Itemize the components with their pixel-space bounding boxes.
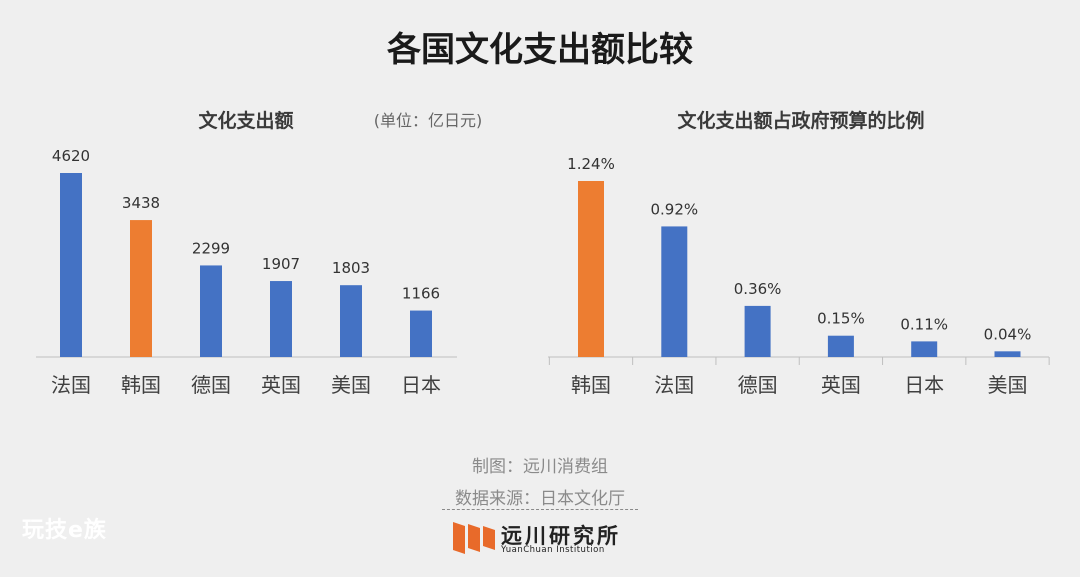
category-label: 韩国 (121, 373, 161, 397)
watermark: 玩技e族 (22, 518, 107, 543)
value-label: 0.36% (734, 280, 782, 298)
footer-maker: 制图：远川消费组 (472, 457, 608, 477)
category-label: 日本 (904, 373, 944, 397)
value-label: 4620 (52, 147, 90, 165)
category-label: 日本 (401, 373, 441, 397)
value-label: 3438 (122, 194, 160, 212)
value-label: 1907 (262, 255, 300, 273)
chart-culture-spending: 文化支出额 (单位：亿日元) 4620 法国 3438 韩国 2299 德国 1907 英国 1… (36, 109, 482, 397)
category-label: 德国 (738, 373, 778, 397)
logo-en-text: YuanChuan Institution (501, 545, 605, 555)
bar-2 (130, 220, 152, 357)
chart-culture-budget-ratio: 文化支出额占政府预算的比例 1.24% 韩国 0.92% 法国 0.36% 德国 0.15%… (548, 109, 1050, 397)
unit-label-left: (单位：亿日元) (374, 111, 483, 130)
category-label: 法国 (654, 373, 694, 397)
footer-source: 数据来源：日本文化厅 (455, 489, 625, 509)
bar-3 (744, 305, 771, 357)
bar-5 (340, 285, 362, 357)
category-label: 英国 (261, 373, 301, 397)
category-label: 德国 (191, 373, 231, 397)
category-label: 美国 (331, 373, 371, 397)
value-label: 1803 (332, 259, 370, 277)
logo: 远川研究所 YuanChuan Institution (453, 518, 633, 558)
bar-1 (60, 173, 82, 357)
category-label: 英国 (821, 373, 861, 397)
category-label: 韩国 (571, 373, 611, 397)
main-title: 各国文化支出额比较 (387, 30, 693, 70)
value-label: 2299 (192, 239, 230, 257)
bar-5 (911, 341, 938, 357)
chart-title-right: 文化支出额占政府预算的比例 (677, 109, 924, 132)
category-label: 美国 (988, 373, 1028, 397)
bar-6 (994, 351, 1021, 357)
value-label: 0.92% (650, 200, 698, 218)
logo-mark-icon (453, 522, 495, 554)
bar-6 (410, 310, 432, 357)
value-label: 1.24% (567, 155, 615, 173)
chart-title-left: 文化支出额 (198, 109, 293, 132)
bar-1 (578, 181, 604, 357)
category-label: 法国 (51, 373, 91, 397)
value-label: 0.11% (900, 315, 948, 333)
value-label: 1166 (402, 285, 440, 303)
bar-4 (270, 281, 292, 357)
value-label: 0.15% (817, 310, 865, 328)
value-label: 0.04% (984, 325, 1032, 343)
footer-divider (442, 509, 638, 510)
logo-cn-text: 远川研究所 (501, 524, 621, 548)
bar-2 (661, 226, 688, 357)
bar-4 (827, 335, 854, 357)
bar-3 (200, 265, 222, 357)
